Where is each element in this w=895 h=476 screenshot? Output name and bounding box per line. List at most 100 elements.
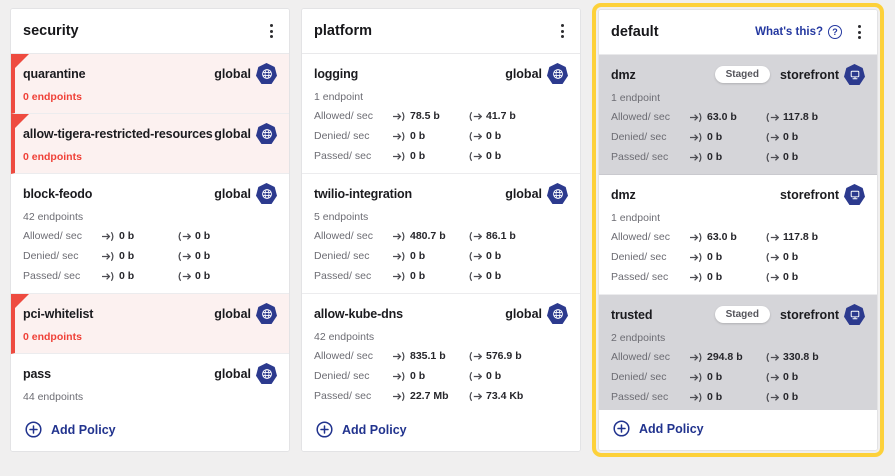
egress-value: 0 b [195,270,211,282]
namespace-scope-icon [844,184,865,205]
policy-card-header: pass global [23,363,277,384]
help-icon[interactable]: ? [828,25,842,39]
whats-this-link[interactable]: What's this? ? [755,25,842,39]
ingress-arrow-icon [101,411,115,412]
policy-card-header: logging global [314,63,568,84]
plus-circle-icon [613,420,630,437]
stat-label: Passed/ sec [23,270,81,282]
stat-label: Denied/ sec [611,251,667,263]
globe-icon [547,303,568,324]
stat-row: Allowed/ sec 78.5 b 41.7 b [314,106,568,126]
policy-name: pci-whitelist [23,306,94,321]
policy-card-header: pci-whitelist global [23,303,277,324]
egress-arrow-icon [469,231,482,241]
stat-rows: Allowed/ sec 835.1 b 576.9 b Denied/ sec [314,346,568,406]
globe-icon [256,363,277,384]
policy-card-list: quarantine global 0 endpoints allow-tige… [11,54,289,411]
stat-rows: Allowed/ sec 0 b 0 b Denied/ sec [23,226,277,286]
ingress-arrow-icon [102,231,114,241]
stat-label: Passed/ sec [314,390,372,402]
endpoint-count: 2 endpoints [611,332,666,344]
globe-icon [256,63,277,84]
policy-card-header: allow-kube-dns global [314,303,568,324]
scope-label: global [214,306,251,321]
policy-card[interactable]: trusted Staged storefront 2 endpoints Al… [599,295,877,410]
ingress-arrow-icon [393,231,405,241]
ingress-arrow-icon [393,271,405,281]
policy-name: twilio-integration [314,186,412,201]
stat-label: Passed/ sec [611,151,669,163]
globe-icon [256,123,277,144]
policy-card[interactable]: dmz storefront 1 endpoint Allowed/ sec 6… [599,175,877,295]
stat-label: Denied/ sec [611,371,667,383]
stat-row: Passed/ sec 0 b 0 b [611,147,865,167]
ingress-arrow-icon [690,152,702,162]
egress-arrow-icon [766,352,779,362]
policy-card[interactable]: logging global 1 endpoint Allowed/ sec 7… [302,54,580,174]
tier-wrapper: security quarantine global 0 endpoints a… [10,8,290,452]
whats-this-label: What's this? [755,26,823,38]
kebab-menu-icon[interactable] [557,21,568,41]
tier-title: security [23,23,79,39]
ingress-arrow-icon [690,232,702,242]
plus-circle-icon [25,421,42,438]
global-scope-icon [256,363,277,384]
egress-value: 0 b [783,131,799,143]
kebab-menu-icon[interactable] [266,21,277,41]
policy-card[interactable]: allow-kube-dns global 42 endpoints Allow… [302,294,580,411]
stat-label: Allowed/ sec [314,350,373,362]
policy-card[interactable]: allow-tigera-restricted-resources global… [11,114,289,174]
stat-row: Allowed/ sec 480.7 b 86.1 b [314,226,568,246]
tier-header: platform [302,9,580,54]
egress-value: 0 b [486,130,502,142]
policy-card[interactable]: block-feodo global 42 endpoints Allowed/… [11,174,289,294]
policy-name: quarantine [23,66,86,81]
kebab-menu-icon[interactable] [854,22,865,42]
tier-footer: Add Policy [302,411,580,451]
stat-row: Allowed/ sec 63.0 b 117.8 b [611,107,865,127]
egress-value: 0 b [486,270,502,282]
endpoint-count: 1 endpoint [314,91,364,103]
tier-header: default What's this? ? [599,10,877,55]
egress-arrow-icon [766,392,779,402]
policy-card[interactable]: pci-whitelist global 0 endpoints [11,294,289,354]
policy-card[interactable]: dmz Staged storefront 1 endpoint Allowed… [599,55,877,175]
ingress-value: 0 b [410,150,426,162]
egress-value: 0 b [195,250,211,262]
endpoint-count: 1 endpoint [611,92,661,104]
plus-circle-icon [316,421,333,438]
stat-row: Denied/ sec 0 b 0 b [611,367,865,387]
egress-arrow-icon [469,391,482,401]
stat-label: Allowed/ sec [314,230,373,242]
policy-card[interactable]: twilio-integration global 5 endpoints Al… [302,174,580,294]
scope-label: storefront [779,307,839,322]
stat-rows: Allowed/ sec 63.0 b 117.8 b Denied/ sec [611,107,865,167]
policy-card-list: dmz Staged storefront 1 endpoint Allowed… [599,55,877,410]
add-policy-button[interactable]: Add Policy [25,421,116,438]
stat-rows: Allowed/ sec 294.8 b 330.8 b Denied/ sec [611,347,865,407]
stat-row: Allowed/ sec 63.0 b 117.8 b [611,227,865,247]
stat-rows: Allowed/ sec 0 b 0 b Denied/ sec [23,406,277,411]
add-policy-label: Add Policy [51,422,116,437]
policy-card[interactable]: quarantine global 0 endpoints [11,54,289,114]
ingress-value: 0 b [410,250,426,262]
policy-card-header: allow-tigera-restricted-resources global [23,123,277,144]
highlighted-tier-wrapper: default What's this? ? dmz Staged storef… [592,3,884,457]
global-scope-icon [256,63,277,84]
stat-row: Denied/ sec 0 b 0 b [314,246,568,266]
add-policy-button[interactable]: Add Policy [613,420,704,437]
policy-card[interactable]: pass global 44 endpoints Allowed/ sec 0 … [11,354,289,411]
egress-value: 0 b [783,151,799,163]
staged-badge: Staged [714,306,770,323]
stat-label: Denied/ sec [314,250,370,262]
ingress-value: 0 b [707,391,723,403]
policy-board: security quarantine global 0 endpoints a… [10,3,884,457]
add-policy-button[interactable]: Add Policy [316,421,407,438]
endpoint-count: 5 endpoints [314,211,369,223]
egress-arrow-icon [469,131,482,141]
tier-footer: Add Policy [599,410,877,450]
globe-icon [547,63,568,84]
ingress-arrow-icon [393,111,405,121]
policy-card-header: twilio-integration global [314,183,568,204]
egress-arrow-icon [178,271,191,281]
